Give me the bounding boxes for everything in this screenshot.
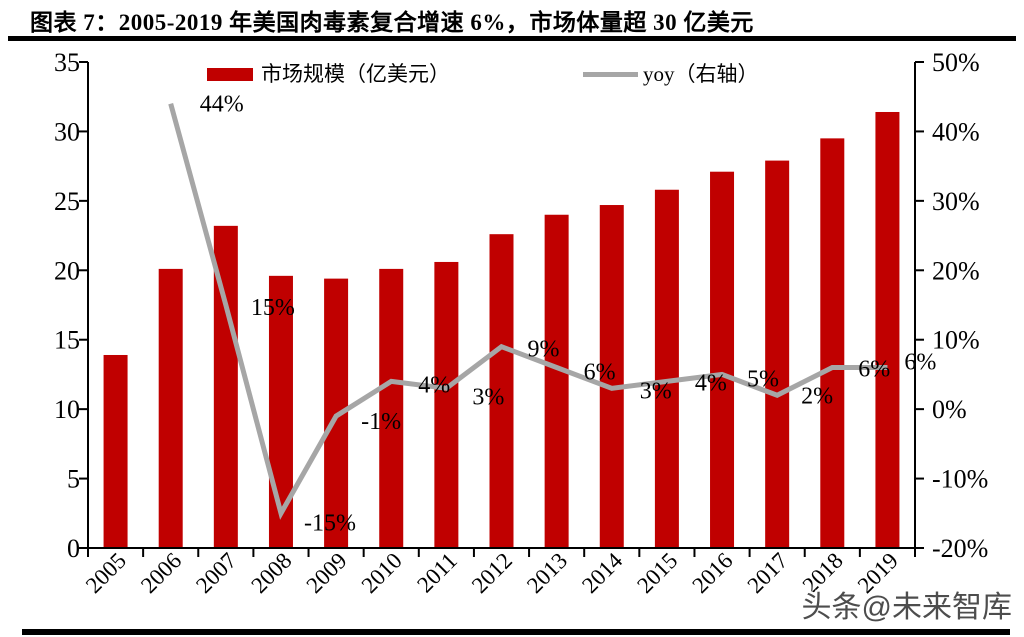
yoy-label-2015: 4% xyxy=(695,370,727,396)
title-divider xyxy=(8,36,1016,41)
bar-2017 xyxy=(765,160,790,549)
yoy-line xyxy=(168,102,888,520)
left-tick-label: 35 xyxy=(54,48,80,77)
right-tick-label: 30% xyxy=(932,187,980,216)
bar-2014 xyxy=(599,205,624,548)
yoy-label-2009: -1% xyxy=(361,409,401,435)
left-tick-label: 5 xyxy=(67,465,80,494)
legend-yoy: yoy（右轴） xyxy=(583,58,759,88)
bar-2012 xyxy=(489,234,514,548)
line-series-swatch-icon xyxy=(583,72,638,77)
page-title: 图表 7：2005-2019 年美国肉毒素复合增速 6%，市场体量超 30 亿美… xyxy=(30,10,754,35)
x-axis-ticks xyxy=(87,548,916,557)
bar-2011 xyxy=(434,261,459,548)
bar-series-swatch-icon xyxy=(207,68,253,81)
yoy-label-2008: -15% xyxy=(304,510,356,536)
right-tick-label: 20% xyxy=(932,256,980,285)
yoy-label-2013: 6% xyxy=(584,359,616,385)
right-tick-label: -10% xyxy=(932,465,988,494)
right-tick-label: 40% xyxy=(932,117,980,146)
yoy-label-2016: 5% xyxy=(747,366,779,392)
bar-2019 xyxy=(875,111,900,548)
yoy-label-2010: 4% xyxy=(418,372,450,398)
right-tick-label: -20% xyxy=(932,534,988,563)
bar-2015 xyxy=(654,189,679,548)
bar-2005 xyxy=(103,354,128,548)
left-tick-label: 30 xyxy=(54,117,80,146)
yoy-label-2017: 2% xyxy=(801,383,833,409)
axes-group xyxy=(87,62,916,549)
legend-market-size-label: 市场规模（亿美元） xyxy=(261,62,450,86)
right-tick-label: 50% xyxy=(932,48,980,77)
left-tick-label: 0 xyxy=(67,534,80,563)
watermark: 头条@未来智库 xyxy=(801,591,1012,624)
bar-2018 xyxy=(820,138,845,548)
yoy-label-2006: 44% xyxy=(200,92,244,118)
bar-2013 xyxy=(544,214,569,548)
yoy-label-2018: 6% xyxy=(858,356,890,382)
yoy-label-2007: 15% xyxy=(251,295,295,321)
bar-2010 xyxy=(379,268,404,548)
bar-2006 xyxy=(158,268,183,548)
bottom-divider xyxy=(22,629,1010,635)
right-tick-label: 0% xyxy=(932,395,967,424)
left-axis-ticks: 0 5 10 15 20 25 30 35 xyxy=(54,48,88,563)
left-tick-label: 15 xyxy=(54,326,80,355)
yoy-label-2011: 3% xyxy=(472,384,504,410)
x-axis-labels: 2005 2006 2007 2008 2009 2010 2011 2012 2013 2014… xyxy=(81,548,903,599)
yoy-label-2014: 3% xyxy=(640,378,672,404)
yoy-label-2012: 9% xyxy=(528,337,560,363)
bar-2016 xyxy=(710,171,735,548)
left-tick-label: 20 xyxy=(54,256,80,285)
bars-group xyxy=(103,111,900,549)
right-tick-label: 10% xyxy=(932,326,980,355)
legend-market-size: 市场规模（亿美元） xyxy=(207,58,450,88)
legend-yoy-label: yoy（右轴） xyxy=(643,62,759,86)
yoy-label-2019: 6% xyxy=(904,349,936,375)
right-axis-ticks: -20% -10% 0% 10% 20% 30% 40% 50% xyxy=(915,48,988,563)
yoy-point-labels: 44% 15% -15% -1% 4% 3% 9% 6% 3% 4% 5% 2% 6% 6% xyxy=(200,92,937,537)
left-tick-label: 10 xyxy=(54,395,80,424)
left-tick-label: 25 xyxy=(54,187,80,216)
